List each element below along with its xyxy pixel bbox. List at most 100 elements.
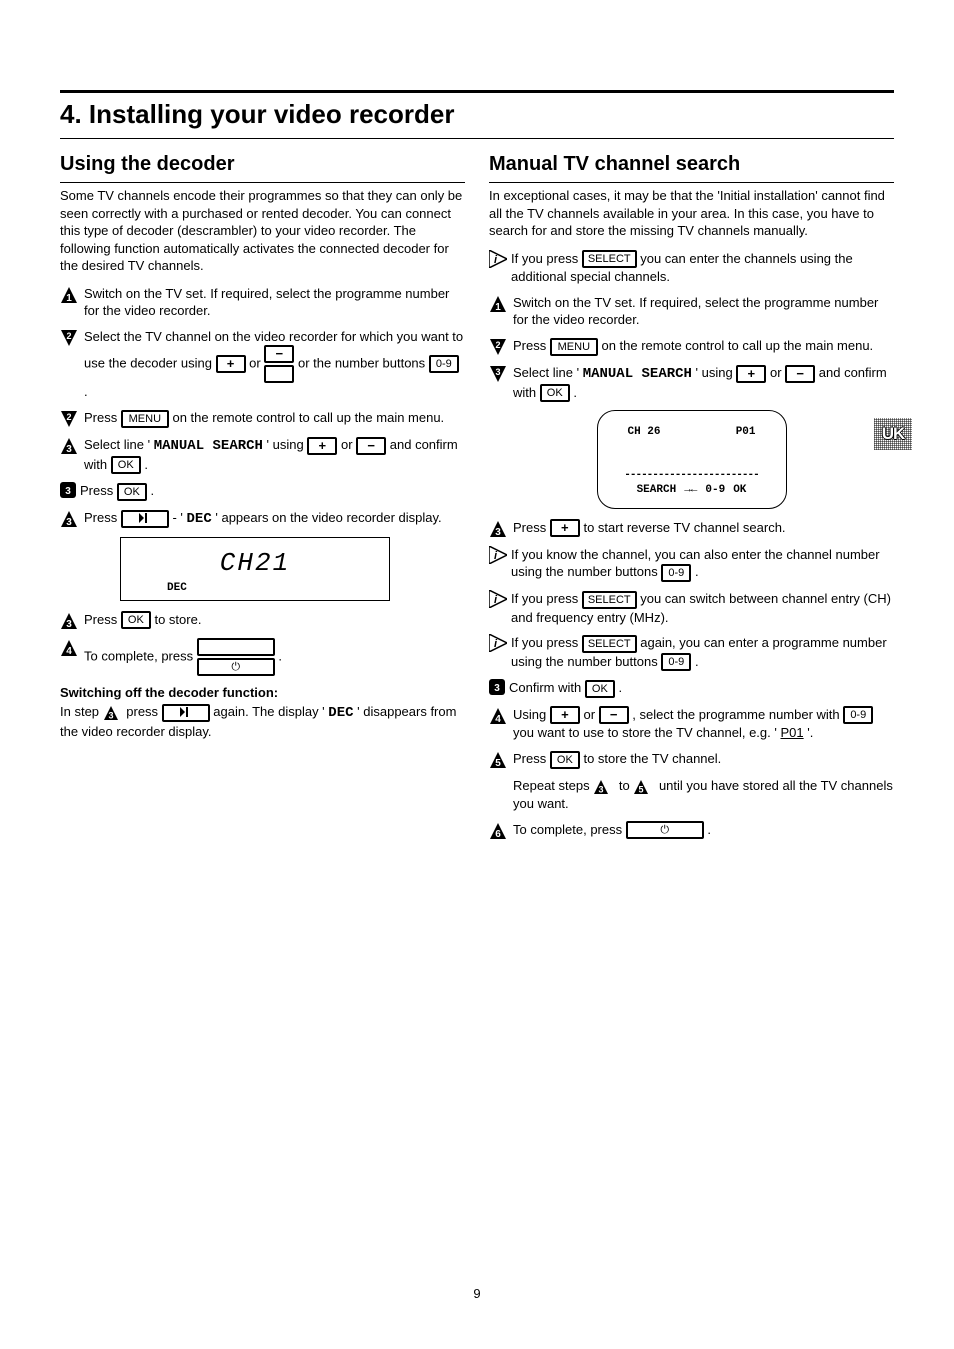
r-sq-3-icon: 3 bbox=[489, 679, 505, 695]
triangle-1-icon: 1 bbox=[60, 286, 78, 304]
rt4-post: . bbox=[695, 654, 699, 669]
left-step-2: 2 Select the TV channel on the video rec… bbox=[60, 328, 465, 401]
uk-badge: UK bbox=[874, 418, 912, 450]
ok-key[interactable]: OK bbox=[111, 456, 141, 474]
right-repeat-text: Repeat steps 3 to 5 until you have store… bbox=[489, 777, 894, 813]
r4-post: , select the programme number with bbox=[632, 707, 843, 722]
r-standby-key[interactable]: ⏻ bbox=[626, 821, 704, 839]
fwd-key[interactable] bbox=[121, 510, 169, 528]
right-step-2: 2 Press MENU on the remote control to ca… bbox=[489, 337, 894, 356]
select-key[interactable]: SELECT bbox=[582, 250, 637, 268]
inline-tri3r-icon: 3 bbox=[593, 779, 609, 795]
left-step-3a: 3 Select line ' MANUAL SEARCH ' using + … bbox=[60, 436, 465, 474]
left-step-5-text: Press OK to store. bbox=[84, 611, 465, 630]
page-root: 4. Installing your video recorder Using … bbox=[0, 0, 954, 888]
l3a-mid: ' using bbox=[267, 437, 308, 452]
fwd-key-off[interactable] bbox=[162, 704, 210, 722]
r4-num[interactable]: 0-9 bbox=[843, 706, 873, 724]
ok-key-3b[interactable]: OK bbox=[117, 483, 147, 501]
plus-key-3[interactable]: + bbox=[307, 437, 337, 455]
r-plus-key-ii[interactable]: + bbox=[550, 519, 580, 537]
right-tip3-text: If you press SELECT you can switch betwe… bbox=[511, 590, 894, 626]
r-tri-1-icon: 1 bbox=[489, 295, 507, 313]
r-manual-search: MANUAL SEARCH bbox=[583, 366, 692, 382]
r4-mid: or bbox=[583, 707, 598, 722]
triangle-3-icon: 3 bbox=[60, 437, 78, 455]
l3a-or: or bbox=[341, 437, 356, 452]
triangle-5-icon: 3 bbox=[60, 612, 78, 630]
l2b-post: on the remote control to call up the mai… bbox=[172, 410, 444, 425]
off-text: In step 3 press again. The display ' DEC… bbox=[60, 703, 465, 740]
tv-r2-3: OK bbox=[733, 483, 746, 498]
num-key[interactable]: 0-9 bbox=[429, 355, 459, 373]
right-tip3: i If you press SELECT you can switch bet… bbox=[489, 590, 894, 626]
tv-prog: P01 bbox=[736, 425, 756, 440]
l3c-post: - ' bbox=[172, 510, 182, 525]
inline-tri5r-icon: 5 bbox=[633, 779, 649, 795]
tv-r2-2: 0-9 bbox=[705, 483, 725, 498]
svg-text:1: 1 bbox=[495, 302, 501, 313]
svg-text:2: 2 bbox=[66, 331, 71, 341]
right-step-4-text: Using + or − , select the programme numb… bbox=[513, 706, 894, 742]
ok-key-5[interactable]: OK bbox=[121, 611, 151, 629]
manual-search-label: MANUAL SEARCH bbox=[154, 438, 263, 454]
tv-row2: SEARCH →← 0-9 OK bbox=[608, 483, 776, 498]
r-plus-key[interactable]: + bbox=[736, 365, 766, 383]
right-tip1-text: If you press SELECT you can enter the ch… bbox=[511, 250, 894, 286]
standby-key[interactable]: ⏻ bbox=[197, 638, 275, 676]
right-tip2: i If you know the channel, you can also … bbox=[489, 546, 894, 582]
off-mid: press bbox=[126, 704, 161, 719]
left-step-2-text: Select the TV channel on the video recor… bbox=[84, 328, 465, 401]
menu-key[interactable]: MENU bbox=[121, 410, 169, 428]
minus-over-blank-key[interactable]: − bbox=[264, 345, 294, 383]
r-select-key-4[interactable]: SELECT bbox=[582, 635, 637, 653]
l3b-pre: Press bbox=[80, 483, 117, 498]
svg-text:1: 1 bbox=[66, 293, 72, 304]
r-ok-key[interactable]: OK bbox=[540, 384, 570, 402]
r4-plus[interactable]: + bbox=[550, 706, 580, 724]
r-num-key[interactable]: 0-9 bbox=[661, 564, 691, 582]
svg-text:4: 4 bbox=[66, 646, 72, 657]
left-step-3c-text: Press - ' DEC ' appears on the video rec… bbox=[84, 509, 465, 529]
r4-minus[interactable]: − bbox=[599, 706, 629, 724]
l6-pre: To complete, press bbox=[84, 648, 197, 663]
svg-text:6: 6 bbox=[495, 829, 501, 840]
disp-dec-label: DEC bbox=[137, 581, 373, 596]
left-step-3c: 3 Press - ' DEC ' appears on the video r… bbox=[60, 509, 465, 529]
r3sq-post: . bbox=[618, 680, 622, 695]
r-ok-3sq[interactable]: OK bbox=[585, 680, 615, 698]
rt4-pre: If you press bbox=[511, 635, 582, 650]
right-step-3ii-text: Press + to start reverse TV channel sear… bbox=[513, 519, 894, 538]
left-step-2b: 2 Press MENU on the remote control to ca… bbox=[60, 409, 465, 428]
l3b-post: . bbox=[150, 483, 154, 498]
triangle-3c-icon: 3 bbox=[60, 510, 78, 528]
two-columns: Using the decoder Some TV channels encod… bbox=[60, 151, 894, 847]
r5-ok[interactable]: OK bbox=[550, 751, 580, 769]
r-select-key-3[interactable]: SELECT bbox=[582, 591, 637, 609]
l3c-end: ' appears on the video recorder display. bbox=[215, 510, 441, 525]
r-minus-key[interactable]: − bbox=[785, 365, 815, 383]
svg-text:5: 5 bbox=[495, 758, 501, 769]
r5-pre: Press bbox=[513, 751, 550, 766]
plus-key[interactable]: + bbox=[216, 355, 246, 373]
l2a-end: . bbox=[84, 384, 88, 399]
r-num-key-4[interactable]: 0-9 bbox=[661, 653, 691, 671]
right-step-3sq-text: Confirm with OK . bbox=[509, 679, 894, 698]
left-step-3b-text: Press OK . bbox=[80, 482, 465, 501]
l3c-pre: Press bbox=[84, 510, 121, 525]
rt1-pre: If you press bbox=[511, 251, 582, 266]
minus-key-3[interactable]: − bbox=[356, 437, 386, 455]
r-menu-key[interactable]: MENU bbox=[550, 338, 598, 356]
r-tri-3-down-icon: 3 bbox=[489, 365, 507, 383]
right-step-6: 6 To complete, press ⏻ . bbox=[489, 821, 894, 840]
r-tri-2-down-icon: 2 bbox=[489, 338, 507, 356]
r-tri-6-icon: 6 bbox=[489, 822, 507, 840]
svg-text:3: 3 bbox=[66, 619, 72, 630]
vcr-display: CH21 DEC bbox=[120, 537, 390, 601]
r4-close: '. bbox=[807, 725, 813, 740]
rr-mid: to bbox=[619, 778, 633, 793]
svg-text:3: 3 bbox=[495, 527, 501, 538]
page-title: 4. Installing your video recorder bbox=[60, 90, 894, 139]
left-step-3b: 3 Press OK . bbox=[60, 482, 465, 501]
square-3-icon: 3 bbox=[60, 482, 76, 498]
